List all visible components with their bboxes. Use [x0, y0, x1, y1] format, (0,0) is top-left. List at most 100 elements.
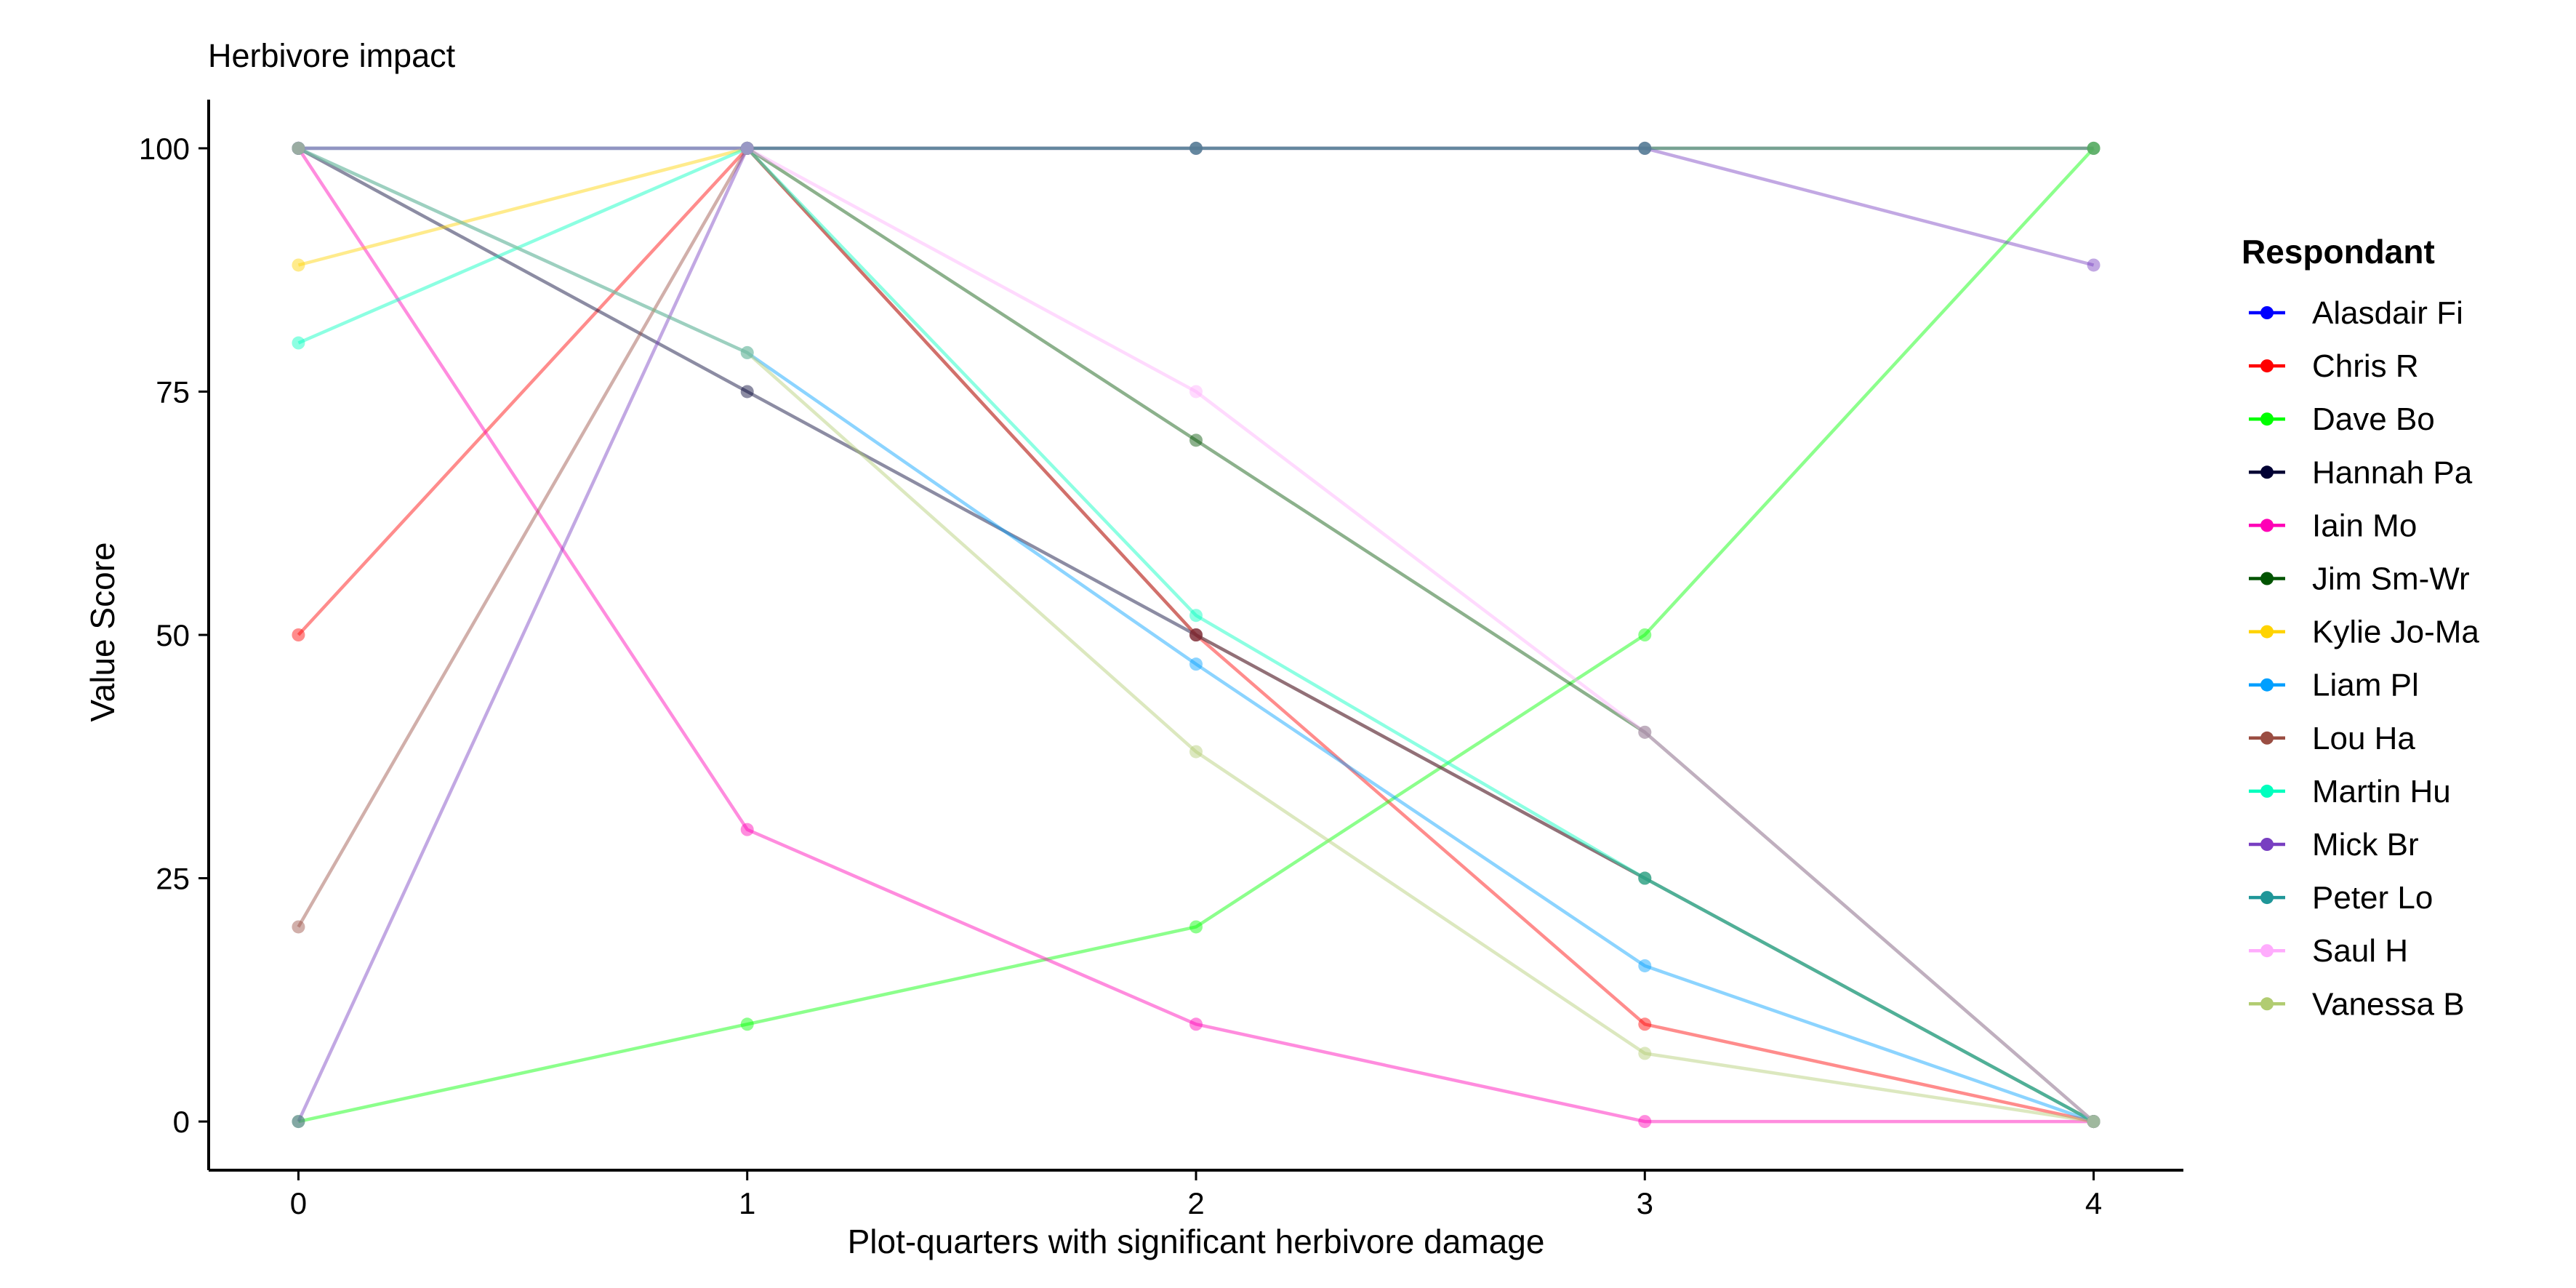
series-line-10	[297, 146, 2095, 1123]
series-point-0	[292, 141, 305, 155]
series-point-5	[292, 141, 305, 155]
series-point-8	[2087, 1115, 2100, 1129]
legend-label: Liam Pl	[2312, 668, 2419, 703]
y-tick-label: 100	[139, 132, 190, 166]
series-point-4	[1189, 1017, 1203, 1031]
legend-key-point	[2260, 997, 2274, 1011]
series-point-7	[2087, 1115, 2100, 1129]
legend-item: Jim Sm-Wr	[2249, 561, 2470, 597]
series-point-2	[1189, 920, 1203, 934]
series-line-13	[297, 146, 2094, 1124]
series-point-9	[292, 336, 305, 350]
series-line-9	[297, 146, 2095, 1124]
series-line-1	[297, 146, 2095, 1124]
legend-label: Vanessa B	[2312, 986, 2465, 1022]
series-line-7	[297, 146, 2095, 1124]
legend-key-point	[2260, 784, 2274, 798]
series-line-8	[297, 146, 2095, 1124]
series-point-12	[292, 141, 305, 155]
legend-label: Dave Bo	[2312, 401, 2435, 437]
series-line-2	[297, 147, 2095, 1124]
series-line-6	[297, 146, 2094, 267]
series-point-1	[292, 628, 305, 641]
legend: Respondant Alasdair Fi Chris R Dave Bo Hann…	[2242, 233, 2479, 1022]
y-tick-label: 75	[156, 375, 190, 409]
series-point-13	[2087, 1115, 2100, 1129]
y-tick-label: 25	[156, 862, 190, 896]
series-point-7	[292, 141, 305, 155]
y-ticks: 0 25 50 75 100	[139, 132, 209, 1139]
series-point-0	[1638, 141, 1652, 155]
legend-key-point	[2260, 572, 2274, 585]
series-point-6	[1638, 141, 1652, 155]
series-point-3	[740, 385, 754, 399]
legend-item: Liam Pl	[2249, 668, 2419, 703]
series-point-12	[1638, 725, 1652, 739]
series-point-8	[1638, 871, 1652, 885]
legend-label: Martin Hu	[2312, 774, 2451, 809]
legend-item: Chris R	[2249, 348, 2419, 384]
legend-label: Mick Br	[2312, 827, 2419, 863]
series-point-5	[1189, 433, 1203, 447]
series-point-4	[2087, 1115, 2100, 1129]
legend-key-point	[2260, 306, 2274, 319]
legend-label: Iain Mo	[2312, 508, 2417, 543]
legend-item: Alasdair Fi	[2249, 295, 2463, 331]
y-tick-label: 0	[173, 1105, 190, 1139]
series-point-11	[740, 141, 754, 155]
series-point-9	[1189, 609, 1203, 623]
series-point-3	[1189, 628, 1203, 641]
y-axis-label: Value Score	[84, 542, 121, 721]
series-point-9	[2087, 1115, 2100, 1129]
series-point-3	[1638, 871, 1652, 885]
series-point-2	[1638, 628, 1652, 641]
series-point-10	[292, 1115, 305, 1129]
series-point-9	[740, 141, 754, 155]
legend-item: Lou Ha	[2249, 721, 2415, 756]
y-tick-label: 50	[156, 618, 190, 652]
series-point-12	[740, 141, 754, 155]
series-point-0	[2087, 141, 2100, 155]
series-point-8	[740, 141, 754, 155]
series-point-12	[2087, 1115, 2100, 1129]
series-point-8	[1189, 628, 1203, 641]
legend-key-point	[2260, 731, 2274, 745]
series-point-1	[2087, 1115, 2100, 1129]
legend-label: Jim Sm-Wr	[2312, 561, 2470, 597]
legend-key-point	[2260, 891, 2274, 905]
series-point-13	[740, 345, 754, 359]
x-axis-label: Plot-quarters with significant herbivore…	[848, 1223, 1545, 1260]
legend-key-point	[2260, 359, 2274, 373]
legend-key-point	[2260, 944, 2274, 958]
legend-label: Lou Ha	[2312, 721, 2415, 756]
legend-label: Hannah Pa	[2312, 455, 2473, 490]
series-point-4	[1638, 1115, 1652, 1129]
series-point-4	[740, 823, 754, 836]
series-point-1	[1638, 1017, 1652, 1031]
series-point-10	[1638, 141, 1652, 155]
x-tick-label: 1	[739, 1186, 755, 1220]
legend-key-point	[2260, 838, 2274, 851]
legend-item: Hannah Pa	[2249, 455, 2473, 490]
series-point-11	[292, 141, 305, 155]
series-point-13	[1638, 1047, 1652, 1060]
series-line-5	[298, 146, 2095, 1123]
plot-lines	[297, 146, 2095, 1124]
x-tick-label: 3	[1637, 1186, 1653, 1220]
series-line-3	[297, 146, 2095, 1124]
chart-title: Herbivore impact	[208, 37, 456, 74]
series-point-2	[2087, 141, 2100, 155]
series-point-7	[1638, 959, 1652, 972]
series-point-6	[292, 258, 305, 272]
series-point-9	[1638, 871, 1652, 885]
legend-item: Dave Bo	[2249, 401, 2435, 437]
series-point-3	[292, 141, 305, 155]
series-point-10	[1189, 141, 1203, 155]
series-point-1	[1189, 628, 1203, 641]
series-point-5	[740, 141, 754, 155]
legend-item: Saul H	[2249, 933, 2408, 969]
x-tick-label: 4	[2085, 1186, 2102, 1220]
series-point-6	[2087, 141, 2100, 155]
series-point-6	[1189, 141, 1203, 155]
